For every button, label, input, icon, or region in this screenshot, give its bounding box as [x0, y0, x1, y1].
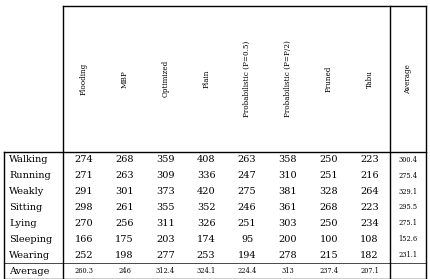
Text: 309: 309: [156, 171, 175, 180]
Text: 108: 108: [360, 235, 379, 244]
Text: 246: 246: [118, 267, 131, 275]
Text: 352: 352: [197, 203, 215, 212]
Text: Weakly: Weakly: [9, 187, 44, 196]
Text: Sleeping: Sleeping: [9, 235, 52, 244]
Text: Sitting: Sitting: [9, 203, 42, 212]
Text: 355: 355: [156, 203, 175, 212]
Text: 166: 166: [74, 235, 93, 244]
Text: 263: 263: [238, 155, 256, 164]
Text: 278: 278: [279, 251, 297, 260]
Text: 224.4: 224.4: [237, 267, 257, 275]
Text: 311: 311: [156, 219, 175, 228]
Text: 264: 264: [360, 187, 379, 196]
Text: 291: 291: [74, 187, 93, 196]
Text: 277: 277: [156, 251, 175, 260]
Text: 312.4: 312.4: [156, 267, 175, 275]
Text: 207.1: 207.1: [360, 267, 379, 275]
Text: 251: 251: [238, 219, 256, 228]
Text: 246: 246: [238, 203, 256, 212]
Text: 200: 200: [279, 235, 297, 244]
Text: Lying: Lying: [9, 219, 37, 228]
Text: Walking: Walking: [9, 155, 49, 164]
Text: 300.4: 300.4: [398, 156, 417, 164]
Text: 373: 373: [156, 187, 175, 196]
Text: Running: Running: [9, 171, 51, 180]
Text: Wearing: Wearing: [9, 251, 50, 260]
Text: 234: 234: [360, 219, 379, 228]
Text: 256: 256: [115, 219, 134, 228]
Text: 250: 250: [319, 155, 338, 164]
Text: Flooding: Flooding: [80, 62, 88, 95]
Text: 359: 359: [156, 155, 175, 164]
Text: Tabu: Tabu: [366, 70, 374, 88]
Text: Average: Average: [9, 266, 49, 276]
Text: 298: 298: [74, 203, 93, 212]
Text: 274: 274: [74, 155, 93, 164]
Text: 336: 336: [197, 171, 215, 180]
Text: 324.1: 324.1: [197, 267, 216, 275]
Text: 260.3: 260.3: [74, 267, 93, 275]
Text: 182: 182: [360, 251, 379, 260]
Text: Plain: Plain: [202, 69, 210, 88]
Text: 252: 252: [74, 251, 93, 260]
Text: 223: 223: [360, 155, 379, 164]
Text: 100: 100: [319, 235, 338, 244]
Text: 253: 253: [197, 251, 215, 260]
Text: 152.6: 152.6: [398, 235, 418, 243]
Text: 275.1: 275.1: [398, 219, 417, 227]
Text: 271: 271: [74, 171, 93, 180]
Text: 301: 301: [115, 187, 134, 196]
Text: 198: 198: [115, 251, 134, 260]
Text: 303: 303: [279, 219, 297, 228]
Text: 328: 328: [319, 187, 338, 196]
Text: 263: 263: [115, 171, 134, 180]
Text: 310: 310: [279, 171, 297, 180]
Text: 175: 175: [115, 235, 134, 244]
Text: 313: 313: [282, 267, 294, 275]
Text: 381: 381: [279, 187, 297, 196]
Text: 223: 223: [360, 203, 379, 212]
Text: 95: 95: [241, 235, 253, 244]
Text: 174: 174: [197, 235, 215, 244]
Text: 275: 275: [238, 187, 256, 196]
Text: 231.1: 231.1: [398, 251, 418, 259]
Text: 261: 261: [115, 203, 134, 212]
Text: Optimized: Optimized: [161, 60, 169, 97]
Text: 358: 358: [279, 155, 297, 164]
Text: 203: 203: [156, 235, 175, 244]
Text: 361: 361: [279, 203, 297, 212]
Text: Average: Average: [404, 64, 412, 94]
Text: 237.4: 237.4: [319, 267, 338, 275]
Text: Pruned: Pruned: [325, 66, 333, 92]
Text: 326: 326: [197, 219, 215, 228]
Text: 408: 408: [197, 155, 215, 164]
Text: MBP: MBP: [120, 70, 129, 88]
Text: Probabilistic (P=0.5): Probabilistic (P=0.5): [243, 40, 251, 117]
Text: 194: 194: [238, 251, 256, 260]
Text: 251: 251: [319, 171, 338, 180]
Text: 420: 420: [197, 187, 215, 196]
Text: 295.5: 295.5: [398, 203, 418, 211]
Text: 250: 250: [319, 219, 338, 228]
Text: 268: 268: [115, 155, 134, 164]
Text: 268: 268: [319, 203, 338, 212]
Text: 215: 215: [319, 251, 338, 260]
Text: 247: 247: [238, 171, 256, 180]
Text: 216: 216: [360, 171, 379, 180]
Text: Probabilistic (P=P/2): Probabilistic (P=P/2): [284, 40, 292, 117]
Text: 329.1: 329.1: [398, 187, 418, 196]
Text: 275.4: 275.4: [398, 172, 418, 180]
Text: 270: 270: [74, 219, 93, 228]
